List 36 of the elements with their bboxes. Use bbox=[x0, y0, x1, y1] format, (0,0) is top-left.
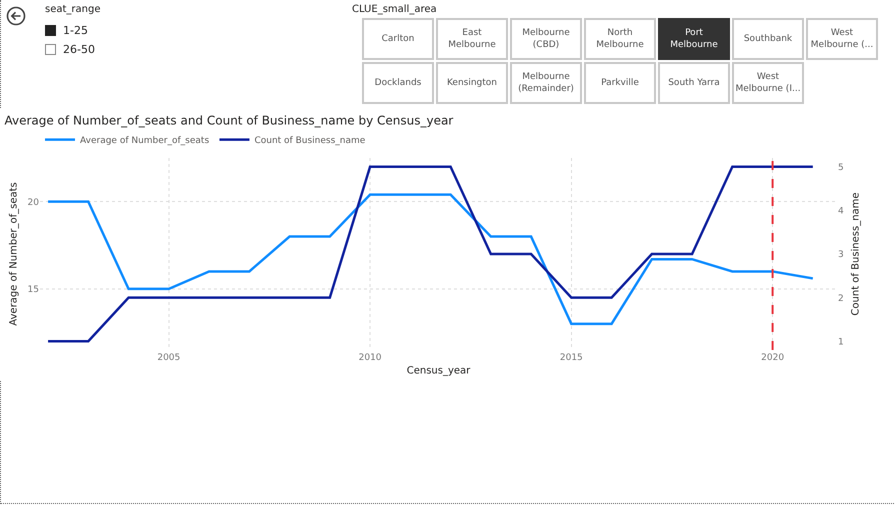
x-tick-label: 2020 bbox=[761, 353, 784, 363]
x-axis-title: Census_year bbox=[406, 366, 472, 376]
y-tick-label: 20 bbox=[28, 198, 40, 208]
text: Melbourne (CBD) bbox=[521, 27, 571, 51]
text: East Melbourne bbox=[447, 27, 497, 51]
y2-tick-label: 1 bbox=[838, 337, 844, 348]
line-series bbox=[46, 193, 814, 326]
y2-axis-title: Count of Business_name bbox=[850, 192, 862, 316]
text: CLUE_small_area bbox=[352, 4, 438, 15]
text: Carlton bbox=[382, 33, 414, 45]
text: West Melbourne (I... bbox=[735, 71, 801, 95]
x-tick-label: 2005 bbox=[157, 353, 180, 363]
y-tick-label: 15 bbox=[28, 285, 39, 296]
text: 26-50 bbox=[63, 43, 95, 56]
text: Port Melbourne bbox=[669, 27, 719, 51]
text: West Melbourne (... bbox=[810, 27, 874, 51]
text: seat_range bbox=[45, 4, 102, 15]
text: Southbank bbox=[744, 33, 792, 45]
text: 1-25 bbox=[63, 24, 88, 37]
y2-tick-label: 2 bbox=[838, 294, 844, 304]
x-tick-label: 2010 bbox=[358, 353, 382, 363]
y2-tick-label: 4 bbox=[838, 206, 844, 217]
chart-title: Average of Number_of_seats and Count of Business_name by Census_year bbox=[4, 114, 454, 128]
legend-label: Average of Number_of_seats bbox=[80, 136, 210, 146]
y-axis-title: Average of Number_of_seats bbox=[8, 182, 20, 326]
x-tick-label: 2015 bbox=[560, 353, 583, 363]
text: Docklands bbox=[374, 77, 422, 89]
text: Parkville bbox=[601, 77, 639, 89]
text: South Yarra bbox=[668, 77, 720, 89]
legend-label: Count of Business_name bbox=[254, 136, 366, 146]
text: Kensington bbox=[446, 77, 498, 89]
text: Melbourne (Remainder) bbox=[517, 71, 575, 95]
y2-tick-label: 5 bbox=[838, 162, 844, 173]
line-series bbox=[46, 165, 814, 343]
y2-tick-label: 3 bbox=[838, 250, 844, 260]
text: North Melbourne bbox=[595, 27, 645, 51]
